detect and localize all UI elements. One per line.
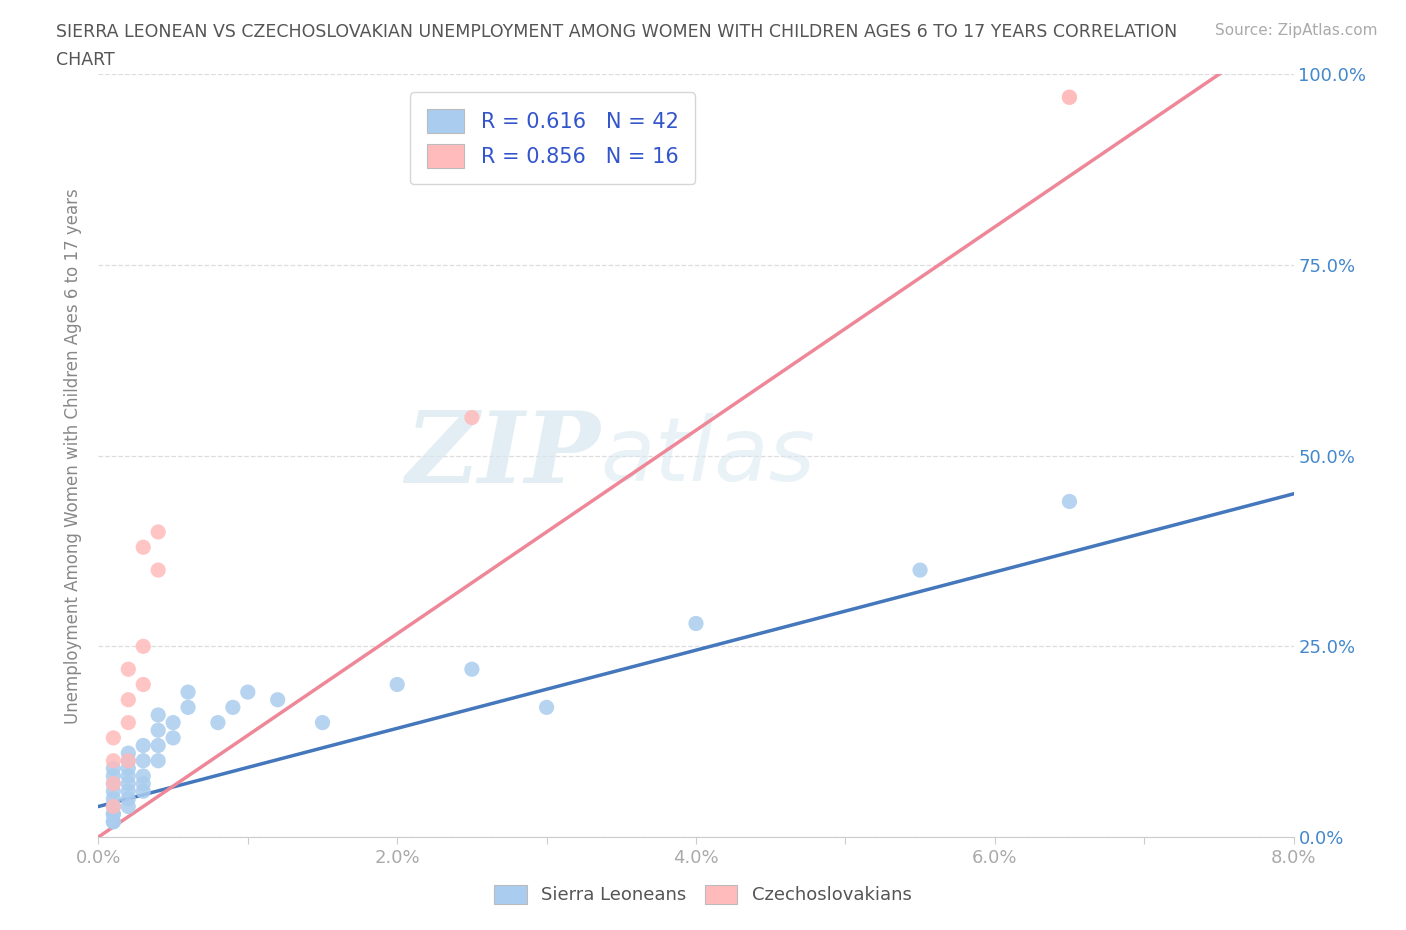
Point xyxy=(177,684,200,699)
Point xyxy=(117,799,139,814)
Point xyxy=(103,799,125,814)
Point xyxy=(1059,90,1081,105)
Point xyxy=(132,539,155,554)
Point xyxy=(148,563,170,578)
Point xyxy=(385,677,409,692)
Point xyxy=(103,791,125,806)
Point xyxy=(162,715,184,730)
Point xyxy=(117,753,139,768)
Legend: Sierra Leoneans, Czechoslovakians: Sierra Leoneans, Czechoslovakians xyxy=(488,878,918,911)
Point xyxy=(117,715,139,730)
Point xyxy=(103,806,125,821)
Point xyxy=(132,639,155,654)
Point xyxy=(162,730,184,745)
Point xyxy=(103,799,125,814)
Point xyxy=(103,753,125,768)
Point xyxy=(461,662,484,677)
Point xyxy=(117,791,139,806)
Point xyxy=(117,662,139,677)
Point xyxy=(236,684,259,699)
Text: Source: ZipAtlas.com: Source: ZipAtlas.com xyxy=(1215,23,1378,38)
Point xyxy=(103,730,125,745)
Point xyxy=(148,753,170,768)
Point xyxy=(267,692,290,707)
Point xyxy=(103,768,125,783)
Point xyxy=(117,692,139,707)
Point xyxy=(148,723,170,737)
Point xyxy=(132,777,155,791)
Point xyxy=(685,616,707,631)
Text: atlas: atlas xyxy=(600,413,815,498)
Point xyxy=(132,753,155,768)
Text: ZIP: ZIP xyxy=(405,407,600,504)
Point xyxy=(461,410,484,425)
Point xyxy=(177,700,200,715)
Point xyxy=(103,784,125,799)
Point xyxy=(908,563,931,578)
Text: CHART: CHART xyxy=(56,51,115,69)
Point xyxy=(117,753,139,768)
Point xyxy=(148,525,170,539)
Point xyxy=(1059,90,1081,105)
Point xyxy=(132,784,155,799)
Point xyxy=(132,768,155,783)
Point xyxy=(103,761,125,776)
Point xyxy=(536,700,558,715)
Point xyxy=(117,768,139,783)
Point xyxy=(117,761,139,776)
Point xyxy=(132,738,155,753)
Point xyxy=(207,715,229,730)
Point xyxy=(103,806,125,821)
Point xyxy=(117,777,139,791)
Y-axis label: Unemployment Among Women with Children Ages 6 to 17 years: Unemployment Among Women with Children A… xyxy=(65,188,83,724)
Point xyxy=(117,746,139,761)
Legend: R = 0.616   N = 42, R = 0.856   N = 16: R = 0.616 N = 42, R = 0.856 N = 16 xyxy=(411,92,695,184)
Point xyxy=(103,815,125,830)
Point xyxy=(103,777,125,791)
Text: SIERRA LEONEAN VS CZECHOSLOVAKIAN UNEMPLOYMENT AMONG WOMEN WITH CHILDREN AGES 6 : SIERRA LEONEAN VS CZECHOSLOVAKIAN UNEMPL… xyxy=(56,23,1177,41)
Point xyxy=(222,700,245,715)
Point xyxy=(148,708,170,723)
Point xyxy=(148,738,170,753)
Point xyxy=(132,677,155,692)
Point xyxy=(103,815,125,830)
Point xyxy=(311,715,333,730)
Point xyxy=(117,784,139,799)
Point xyxy=(1059,494,1081,509)
Point xyxy=(103,777,125,791)
